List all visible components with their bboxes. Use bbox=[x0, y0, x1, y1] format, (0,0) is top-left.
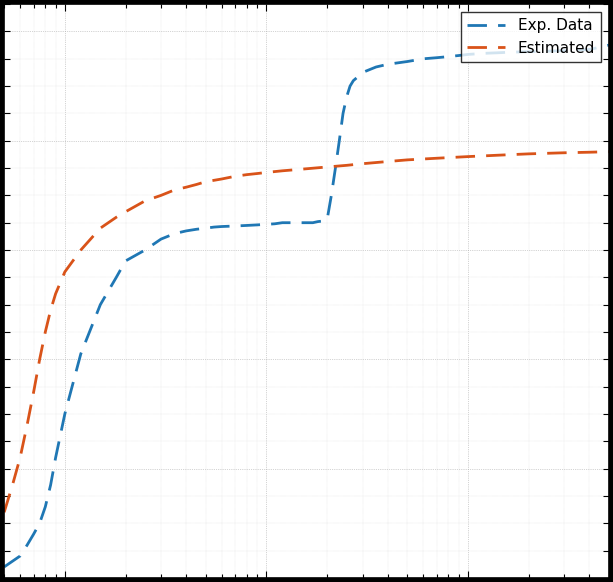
Estimated bbox=[30, 389, 37, 396]
Estimated bbox=[384, 158, 392, 165]
Estimated bbox=[359, 160, 366, 167]
Estimated bbox=[232, 173, 239, 180]
Estimated bbox=[464, 153, 471, 160]
Estimated bbox=[171, 186, 178, 193]
Estimated bbox=[243, 171, 251, 178]
Estimated bbox=[279, 167, 286, 174]
Estimated bbox=[36, 356, 44, 363]
Estimated bbox=[61, 268, 69, 275]
Estimated bbox=[218, 176, 226, 183]
Estimated bbox=[122, 208, 129, 215]
Estimated bbox=[500, 151, 507, 158]
Exp. Data bbox=[314, 218, 322, 225]
Estimated bbox=[193, 181, 200, 188]
Exp. Data bbox=[605, 42, 612, 49]
Estimated bbox=[23, 421, 31, 428]
Estimated bbox=[324, 164, 331, 171]
Estimated bbox=[42, 328, 49, 335]
Estimated bbox=[433, 155, 440, 162]
Exp. Data bbox=[122, 257, 129, 264]
Estimated bbox=[97, 225, 104, 232]
Estimated bbox=[47, 307, 55, 314]
Estimated bbox=[1, 509, 8, 516]
Estimated bbox=[77, 247, 85, 254]
Estimated bbox=[525, 150, 532, 157]
Estimated bbox=[585, 149, 593, 156]
Estimated bbox=[343, 162, 350, 169]
Estimated bbox=[298, 166, 305, 173]
Exp. Data bbox=[332, 165, 339, 172]
Exp. Data bbox=[464, 51, 471, 58]
Estimated bbox=[605, 148, 612, 155]
Estimated bbox=[9, 481, 16, 488]
Estimated bbox=[52, 290, 59, 297]
Line: Estimated: Estimated bbox=[4, 152, 609, 512]
Legend: Exp. Data, Estimated: Exp. Data, Estimated bbox=[461, 12, 601, 62]
Line: Exp. Data: Exp. Data bbox=[4, 45, 609, 567]
Estimated bbox=[183, 184, 190, 191]
Estimated bbox=[263, 169, 270, 176]
Estimated bbox=[254, 170, 261, 177]
Exp. Data bbox=[158, 236, 165, 243]
Estimated bbox=[202, 178, 210, 185]
Estimated bbox=[142, 197, 149, 204]
Exp. Data bbox=[232, 222, 239, 229]
Estimated bbox=[560, 149, 568, 156]
Estimated bbox=[158, 192, 165, 199]
Estimated bbox=[113, 214, 120, 221]
Estimated bbox=[17, 454, 24, 461]
Exp. Data bbox=[1, 563, 8, 570]
Estimated bbox=[403, 157, 411, 164]
